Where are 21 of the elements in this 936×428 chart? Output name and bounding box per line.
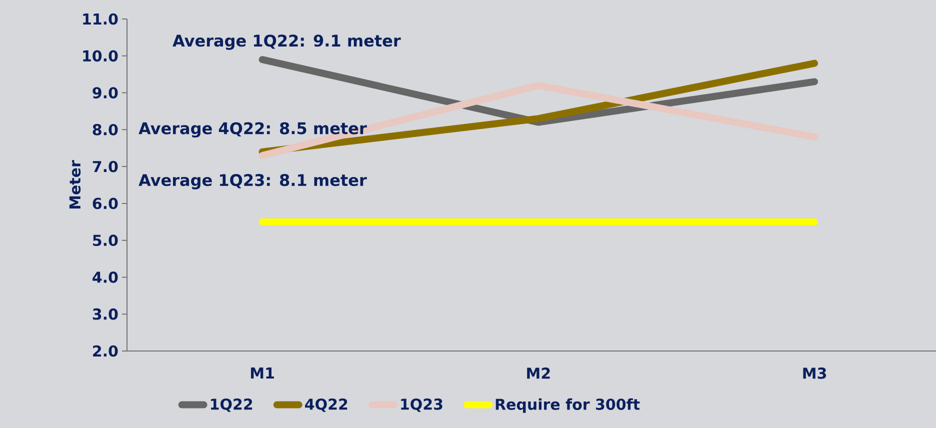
- y-tick-label: 7.0: [92, 160, 118, 172]
- legend-label: 4Q22: [305, 398, 348, 412]
- y-tick-label: 6.0: [92, 198, 118, 210]
- annotation: Average 1Q23: 8.1 meter: [138, 174, 367, 190]
- y-tick-label: 5.0: [93, 234, 118, 246]
- annotation: Average 1Q22: 9.1 meter: [172, 34, 401, 50]
- y-tick-label: 9.0: [92, 87, 118, 98]
- x-tick-label: M1: [250, 368, 274, 378]
- y-tick-label: 2.0: [93, 345, 118, 357]
- y-tick-label: 8.0: [92, 124, 118, 136]
- legend-label: Require for 300ft: [496, 398, 640, 413]
- legend-label: 1Q23: [401, 398, 442, 412]
- y-tick-label: 10.0: [83, 50, 118, 62]
- y-axis-title: Meter: [69, 160, 81, 209]
- x-tick-label: M2: [527, 368, 550, 379]
- y-tick-label: 11.0: [83, 13, 118, 25]
- y-tick-label: 4.0: [92, 272, 118, 283]
- annotation: Average 4Q22: 8.5 meter: [138, 122, 367, 138]
- x-tick-label: M3: [803, 368, 826, 379]
- y-tick-label: 3.0: [92, 308, 118, 320]
- legend-label: 1Q22: [210, 398, 252, 412]
